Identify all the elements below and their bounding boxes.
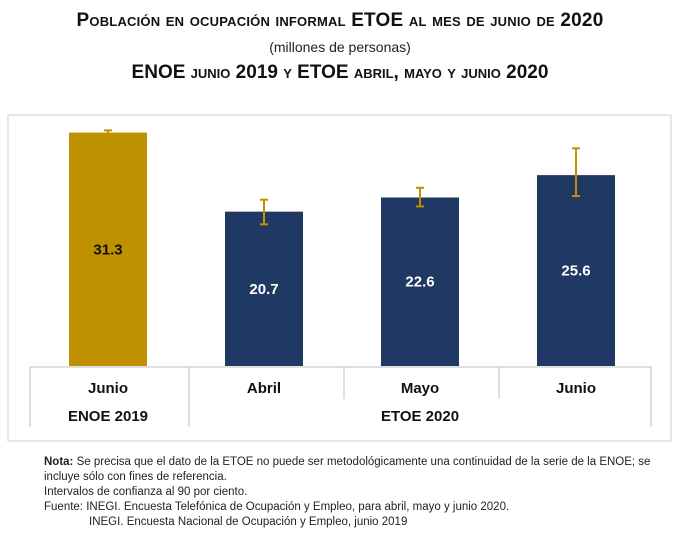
source-line-1: Fuente: INEGI. Encuesta Telefónica de Oc… bbox=[44, 501, 510, 513]
bar-2 bbox=[225, 211, 303, 366]
source-line-2: INEGI. Encuesta Nacional de Ocupación y … bbox=[89, 516, 408, 528]
labels-layer: 31.3 Junio 20.7 Abril 22.6 Mayo 25.6 Junio ENOE … bbox=[68, 241, 596, 425]
data-label-1: 31.3 bbox=[93, 241, 122, 258]
bar-1 bbox=[69, 132, 147, 366]
category-label-1: Junio bbox=[88, 380, 128, 397]
chart-subtitle: (millones de personas) bbox=[269, 39, 411, 55]
intervals-note: Intervalos de confianza al 90 por ciento… bbox=[44, 486, 248, 498]
chart-title: Población en ocupación informal ETOE al … bbox=[76, 10, 604, 31]
note-text: Se precisa que el dato de la ETOE no pue… bbox=[44, 456, 651, 483]
group-label-2: ETOE 2020 bbox=[381, 408, 459, 425]
bar-4 bbox=[537, 175, 615, 366]
chart-title-secondary: ENOE junio 2019 y ETOE abril, mayo y jun… bbox=[131, 62, 549, 83]
data-label-3: 22.6 bbox=[405, 274, 434, 291]
footnotes: Nota: Se precisa que el dato de la ETOE … bbox=[44, 455, 664, 530]
category-label-3: Mayo bbox=[401, 380, 439, 397]
category-label-4: Junio bbox=[556, 380, 596, 397]
data-label-4: 25.6 bbox=[561, 263, 590, 280]
chart-border bbox=[7, 114, 672, 442]
category-label-2: Abril bbox=[247, 380, 281, 397]
bar-3 bbox=[381, 197, 459, 366]
category-table bbox=[29, 366, 652, 427]
note-label: Nota: bbox=[44, 456, 74, 468]
data-label-2: 20.7 bbox=[249, 281, 278, 298]
group-label-1: ENOE 2019 bbox=[68, 408, 148, 425]
note-line: Nota: Se precisa que el dato de la ETOE … bbox=[44, 455, 664, 485]
bars-layer bbox=[69, 129, 615, 366]
